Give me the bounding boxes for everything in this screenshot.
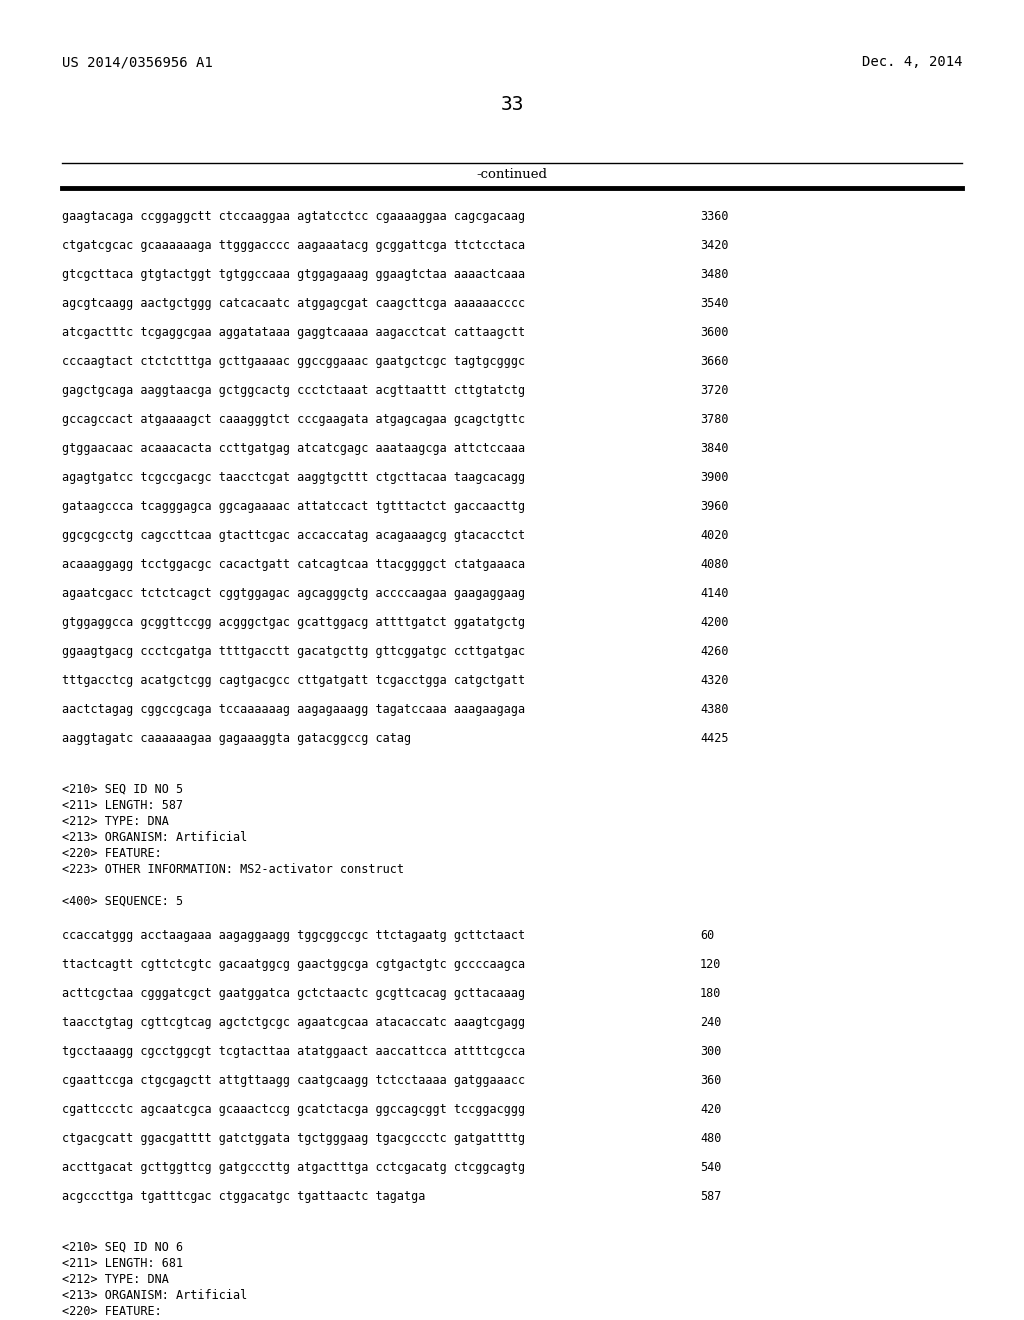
Text: 3660: 3660 xyxy=(700,355,728,368)
Text: <220> FEATURE:: <220> FEATURE: xyxy=(62,1305,162,1317)
Text: <211> LENGTH: 587: <211> LENGTH: 587 xyxy=(62,799,183,812)
Text: <212> TYPE: DNA: <212> TYPE: DNA xyxy=(62,1272,169,1286)
Text: 587: 587 xyxy=(700,1191,721,1203)
Text: agagtgatcc tcgccgacgc taacctcgat aaggtgcttt ctgcttacaa taagcacagg: agagtgatcc tcgccgacgc taacctcgat aaggtgc… xyxy=(62,471,525,484)
Text: cgaattccga ctgcgagctt attgttaagg caatgcaagg tctcctaaaa gatggaaacc: cgaattccga ctgcgagctt attgttaagg caatgca… xyxy=(62,1074,525,1086)
Text: 180: 180 xyxy=(700,987,721,1001)
Text: 4425: 4425 xyxy=(700,733,728,744)
Text: 33: 33 xyxy=(501,95,523,114)
Text: 120: 120 xyxy=(700,958,721,972)
Text: 3540: 3540 xyxy=(700,297,728,310)
Text: aactctagag cggccgcaga tccaaaaaag aagagaaagg tagatccaaa aaagaagaga: aactctagag cggccgcaga tccaaaaaag aagagaa… xyxy=(62,704,525,715)
Text: 480: 480 xyxy=(700,1133,721,1144)
Text: aaggtagatc caaaaaagaa gagaaaggta gatacggccg catag: aaggtagatc caaaaaagaa gagaaaggta gatacgg… xyxy=(62,733,411,744)
Text: 60: 60 xyxy=(700,929,715,942)
Text: 360: 360 xyxy=(700,1074,721,1086)
Text: acaaaggagg tcctggacgc cacactgatt catcagtcaa ttacggggct ctatgaaaca: acaaaggagg tcctggacgc cacactgatt catcagt… xyxy=(62,558,525,572)
Text: gaagtacaga ccggaggctt ctccaaggaa agtatcctcc cgaaaaggaa cagcgacaag: gaagtacaga ccggaggctt ctccaaggaa agtatcc… xyxy=(62,210,525,223)
Text: 4080: 4080 xyxy=(700,558,728,572)
Text: 3720: 3720 xyxy=(700,384,728,397)
Text: 240: 240 xyxy=(700,1016,721,1030)
Text: <223> OTHER INFORMATION: MS2-activator construct: <223> OTHER INFORMATION: MS2-activator c… xyxy=(62,863,404,876)
Text: acgcccttga tgatttcgac ctggacatgc tgattaactc tagatga: acgcccttga tgatttcgac ctggacatgc tgattaa… xyxy=(62,1191,425,1203)
Text: 4020: 4020 xyxy=(700,529,728,543)
Text: tgcctaaagg cgcctggcgt tcgtacttaa atatggaact aaccattcca attttcgcca: tgcctaaagg cgcctggcgt tcgtacttaa atatgga… xyxy=(62,1045,525,1059)
Text: Dec. 4, 2014: Dec. 4, 2014 xyxy=(861,55,962,69)
Text: <211> LENGTH: 681: <211> LENGTH: 681 xyxy=(62,1257,183,1270)
Text: ctgacgcatt ggacgatttt gatctggata tgctgggaag tgacgccctc gatgattttg: ctgacgcatt ggacgatttt gatctggata tgctggg… xyxy=(62,1133,525,1144)
Text: acttcgctaa cgggatcgct gaatggatca gctctaactc gcgttcacag gcttacaaag: acttcgctaa cgggatcgct gaatggatca gctctaa… xyxy=(62,987,525,1001)
Text: ctgatcgcac gcaaaaaaga ttgggacccc aagaaatacg gcggattcga ttctcctaca: ctgatcgcac gcaaaaaaga ttgggacccc aagaaat… xyxy=(62,239,525,252)
Text: atcgactttc tcgaggcgaa aggatataaa gaggtcaaaa aagacctcat cattaagctt: atcgactttc tcgaggcgaa aggatataaa gaggtca… xyxy=(62,326,525,339)
Text: gtggaggcca gcggttccgg acgggctgac gcattggacg attttgatct ggatatgctg: gtggaggcca gcggttccgg acgggctgac gcattgg… xyxy=(62,616,525,630)
Text: <210> SEQ ID NO 5: <210> SEQ ID NO 5 xyxy=(62,783,183,796)
Text: cgattccctc agcaatcgca gcaaactccg gcatctacga ggccagcggt tccggacggg: cgattccctc agcaatcgca gcaaactccg gcatcta… xyxy=(62,1104,525,1115)
Text: <212> TYPE: DNA: <212> TYPE: DNA xyxy=(62,814,169,828)
Text: 3840: 3840 xyxy=(700,442,728,455)
Text: gccagccact atgaaaagct caaagggtct cccgaagata atgagcagaa gcagctgttc: gccagccact atgaaaagct caaagggtct cccgaag… xyxy=(62,413,525,426)
Text: 4320: 4320 xyxy=(700,675,728,686)
Text: 3420: 3420 xyxy=(700,239,728,252)
Text: gataagccca tcagggagca ggcagaaaac attatccact tgtttactct gaccaacttg: gataagccca tcagggagca ggcagaaaac attatcc… xyxy=(62,500,525,513)
Text: 420: 420 xyxy=(700,1104,721,1115)
Text: 540: 540 xyxy=(700,1162,721,1173)
Text: 4380: 4380 xyxy=(700,704,728,715)
Text: ttactcagtt cgttctcgtc gacaatggcg gaactggcga cgtgactgtc gccccaagca: ttactcagtt cgttctcgtc gacaatggcg gaactgg… xyxy=(62,958,525,972)
Text: gtggaacaac acaaacacta ccttgatgag atcatcgagc aaataagcga attctccaaa: gtggaacaac acaaacacta ccttgatgag atcatcg… xyxy=(62,442,525,455)
Text: agaatcgacc tctctcagct cggtggagac agcagggctg accccaagaa gaagaggaag: agaatcgacc tctctcagct cggtggagac agcaggg… xyxy=(62,587,525,601)
Text: <400> SEQUENCE: 5: <400> SEQUENCE: 5 xyxy=(62,895,183,908)
Text: 4260: 4260 xyxy=(700,645,728,657)
Text: tttgacctcg acatgctcgg cagtgacgcc cttgatgatt tcgacctgga catgctgatt: tttgacctcg acatgctcgg cagtgacgcc cttgatg… xyxy=(62,675,525,686)
Text: 300: 300 xyxy=(700,1045,721,1059)
Text: taacctgtag cgttcgtcag agctctgcgc agaatcgcaa atacaccatc aaagtcgagg: taacctgtag cgttcgtcag agctctgcgc agaatcg… xyxy=(62,1016,525,1030)
Text: 3900: 3900 xyxy=(700,471,728,484)
Text: 3360: 3360 xyxy=(700,210,728,223)
Text: 3780: 3780 xyxy=(700,413,728,426)
Text: US 2014/0356956 A1: US 2014/0356956 A1 xyxy=(62,55,213,69)
Text: gtcgcttaca gtgtactggt tgtggccaaa gtggagaaag ggaagtctaa aaaactcaaa: gtcgcttaca gtgtactggt tgtggccaaa gtggaga… xyxy=(62,268,525,281)
Text: <213> ORGANISM: Artificial: <213> ORGANISM: Artificial xyxy=(62,1290,247,1302)
Text: <210> SEQ ID NO 6: <210> SEQ ID NO 6 xyxy=(62,1241,183,1254)
Text: <220> FEATURE:: <220> FEATURE: xyxy=(62,847,162,861)
Text: agcgtcaagg aactgctggg catcacaatc atggagcgat caagcttcga aaaaaacccc: agcgtcaagg aactgctggg catcacaatc atggagc… xyxy=(62,297,525,310)
Text: cccaagtact ctctctttga gcttgaaaac ggccggaaac gaatgctcgc tagtgcgggc: cccaagtact ctctctttga gcttgaaaac ggccgga… xyxy=(62,355,525,368)
Text: 4200: 4200 xyxy=(700,616,728,630)
Text: 3960: 3960 xyxy=(700,500,728,513)
Text: accttgacat gcttggttcg gatgcccttg atgactttga cctcgacatg ctcggcagtg: accttgacat gcttggttcg gatgcccttg atgactt… xyxy=(62,1162,525,1173)
Text: <213> ORGANISM: Artificial: <213> ORGANISM: Artificial xyxy=(62,832,247,843)
Text: gagctgcaga aaggtaacga gctggcactg ccctctaaat acgttaattt cttgtatctg: gagctgcaga aaggtaacga gctggcactg ccctcta… xyxy=(62,384,525,397)
Text: 4140: 4140 xyxy=(700,587,728,601)
Text: ggaagtgacg ccctcgatga ttttgacctt gacatgcttg gttcggatgc ccttgatgac: ggaagtgacg ccctcgatga ttttgacctt gacatgc… xyxy=(62,645,525,657)
Text: 3480: 3480 xyxy=(700,268,728,281)
Text: 3600: 3600 xyxy=(700,326,728,339)
Text: ggcgcgcctg cagccttcaa gtacttcgac accaccatag acagaaagcg gtacacctct: ggcgcgcctg cagccttcaa gtacttcgac accacca… xyxy=(62,529,525,543)
Text: ccaccatggg acctaagaaa aagaggaagg tggcggccgc ttctagaatg gcttctaact: ccaccatggg acctaagaaa aagaggaagg tggcggc… xyxy=(62,929,525,942)
Text: -continued: -continued xyxy=(476,168,548,181)
